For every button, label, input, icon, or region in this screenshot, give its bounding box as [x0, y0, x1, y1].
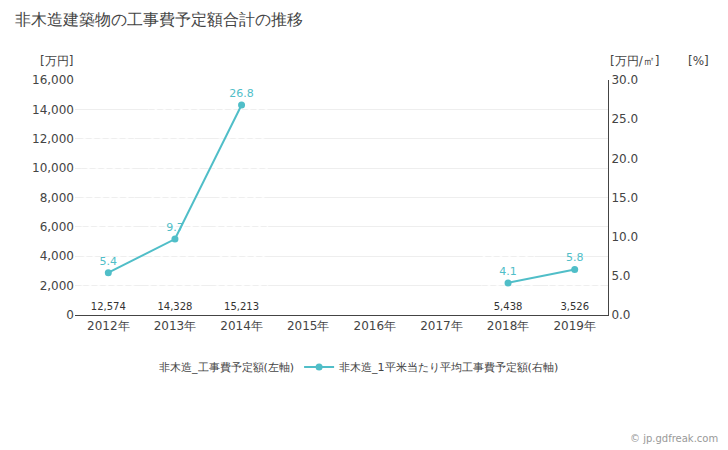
- svg-text:0: 0: [66, 308, 74, 322]
- svg-text:[%]: [%]: [688, 54, 709, 68]
- svg-text:15.0: 15.0: [611, 191, 638, 205]
- svg-text:2013年: 2013年: [154, 319, 197, 333]
- svg-text:30.0: 30.0: [611, 73, 638, 87]
- svg-text:2015年: 2015年: [287, 319, 330, 333]
- svg-text:3,526: 3,526: [560, 301, 589, 312]
- svg-text:© jp.gdfreak.com: © jp.gdfreak.com: [630, 433, 718, 444]
- svg-text:12,574: 12,574: [91, 301, 126, 312]
- svg-text:10,000: 10,000: [32, 161, 74, 175]
- svg-text:5.0: 5.0: [611, 269, 630, 283]
- svg-text:5,438: 5,438: [494, 301, 523, 312]
- svg-text:非木造_1平米当たり平均工事費予定額(右軸): 非木造_1平米当たり平均工事費予定額(右軸): [339, 361, 558, 374]
- svg-text:2016年: 2016年: [354, 319, 397, 333]
- svg-text:5.8: 5.8: [566, 251, 584, 264]
- svg-text:16,000: 16,000: [32, 73, 74, 87]
- svg-text:2017年: 2017年: [420, 319, 463, 333]
- svg-text:4.1: 4.1: [499, 265, 517, 278]
- svg-text:2014年: 2014年: [220, 319, 263, 333]
- svg-text:8,000: 8,000: [40, 191, 74, 205]
- svg-text:2018年: 2018年: [487, 319, 530, 333]
- svg-text:6,000: 6,000: [40, 220, 74, 234]
- svg-text:10.0: 10.0: [611, 230, 638, 244]
- svg-text:12,000: 12,000: [32, 132, 74, 146]
- svg-text:[万円/㎡]: [万円/㎡]: [610, 54, 659, 68]
- svg-text:非木造_工事費予定額(左軸): 非木造_工事費予定額(左軸): [159, 361, 294, 374]
- svg-text:9.7: 9.7: [166, 221, 184, 234]
- svg-text:2012年: 2012年: [87, 319, 130, 333]
- svg-text:5.4: 5.4: [100, 255, 118, 268]
- svg-text:非木造建築物の工事費予定額合計の推移: 非木造建築物の工事費予定額合計の推移: [15, 10, 303, 29]
- svg-text:25.0: 25.0: [611, 112, 638, 126]
- svg-text:0.0: 0.0: [611, 308, 630, 322]
- svg-text:15,213: 15,213: [224, 301, 259, 312]
- svg-text:4,000: 4,000: [40, 249, 74, 263]
- svg-text:[万円]: [万円]: [40, 54, 73, 68]
- svg-text:2,000: 2,000: [40, 279, 74, 293]
- svg-text:14,328: 14,328: [157, 301, 192, 312]
- svg-text:20.0: 20.0: [611, 152, 638, 166]
- svg-text:2019年: 2019年: [553, 319, 596, 333]
- svg-text:26.8: 26.8: [229, 87, 254, 100]
- svg-text:14,000: 14,000: [32, 103, 74, 117]
